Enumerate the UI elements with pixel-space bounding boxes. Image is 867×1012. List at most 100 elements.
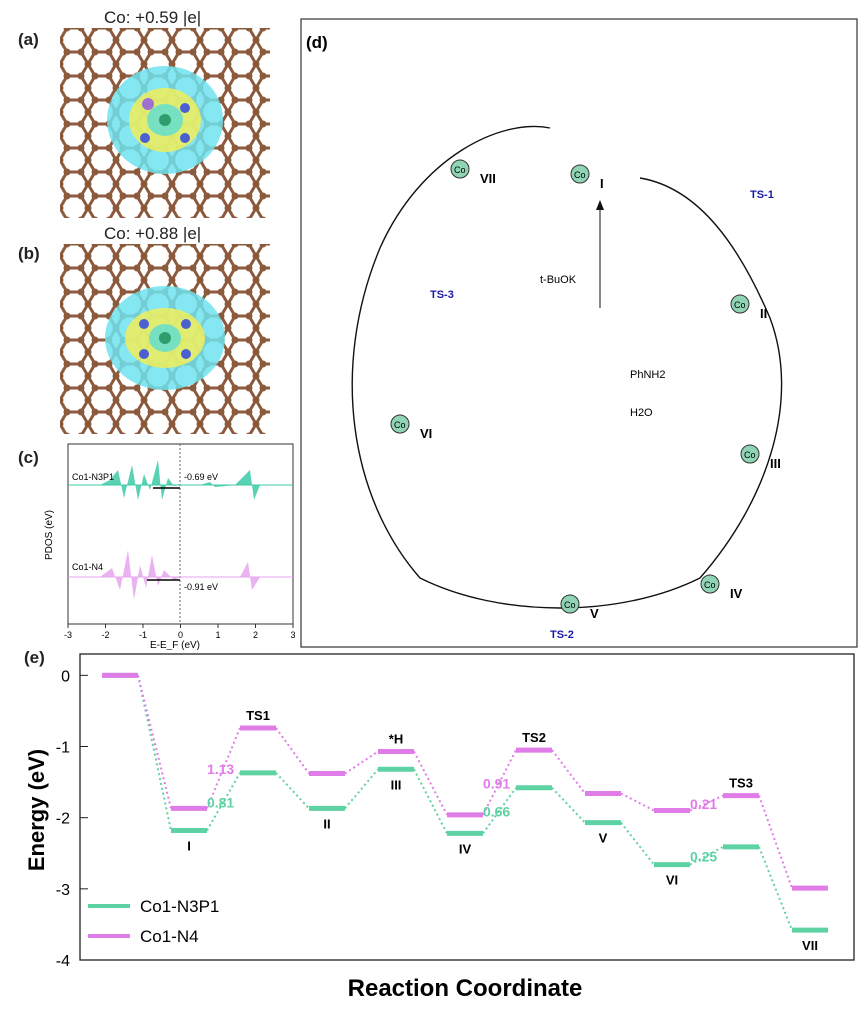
energy-ytick-label: -1 <box>56 740 70 757</box>
cycle-species: Co I Co II Co III Co IV Co V Co VI Co VII TS-1 TS-2 TS-3 <box>390 159 781 641</box>
energy-state-label: *H <box>389 731 403 746</box>
co-label: Co <box>394 420 406 430</box>
energy-connector <box>344 768 379 810</box>
energy-state-label: III <box>391 777 402 792</box>
energy-ytick-label: -4 <box>56 953 70 970</box>
panel-d-label: (d) <box>306 33 328 52</box>
energy-state-label: I <box>187 838 191 853</box>
panel-b-label: (b) <box>18 244 40 263</box>
energy-state-label: V <box>599 831 608 846</box>
energy-connector <box>275 727 310 775</box>
pdos-annotation-n3p1: -0.69 eV <box>184 472 218 482</box>
pdos-xtick-label: -2 <box>101 630 109 640</box>
co-center-icon <box>730 294 750 314</box>
co-label: Co <box>454 165 466 175</box>
reagent-phnh2: PhNH2 <box>630 369 665 381</box>
species-label: II <box>760 306 767 321</box>
co-label: Co <box>574 170 586 180</box>
pdos-ylabel: PDOS (eV) <box>44 510 55 560</box>
pdos-xtick-label: -1 <box>139 630 147 640</box>
energy-state-label: VI <box>666 873 678 888</box>
co-center-icon <box>560 594 580 614</box>
barrier-label: 0.25 <box>690 849 717 865</box>
energy-xlabel: Reaction Coordinate <box>348 975 583 1002</box>
pdos-n4-curve <box>68 550 293 600</box>
energy-connector <box>413 768 448 834</box>
panel-c-pdos-plot: Co1-N3P1 Co1-N4 -0.69 eV -0.91 eV PDOS (… <box>44 443 296 650</box>
ts-label: TS-2 <box>550 629 574 641</box>
energy-ylabel: Energy (eV) <box>24 749 49 871</box>
co-label: Co <box>734 300 746 310</box>
energy-ytick-label: 0 <box>61 668 70 685</box>
reagent-tbuok: t-BuOK <box>540 274 577 286</box>
energy-connector <box>482 787 517 834</box>
energy-state-label: TS1 <box>246 708 270 723</box>
energy-connector <box>344 750 379 775</box>
energy-connector <box>620 822 655 866</box>
pdos-xtick-label: 2 <box>253 630 258 640</box>
panel-b-charge: Co: +0.88 |e| <box>104 224 202 243</box>
energy-connector <box>758 795 793 889</box>
co-center-icon <box>450 159 470 179</box>
energy-ytick-label: -3 <box>56 882 70 899</box>
energy-connector <box>620 792 655 812</box>
panel-b-charge-density-image <box>60 244 270 434</box>
co-center-icon <box>700 574 720 594</box>
energy-connector <box>206 772 241 831</box>
species-label: I <box>600 176 604 191</box>
species-label: V <box>590 606 599 621</box>
species-label: VII <box>480 171 496 186</box>
species-label: IV <box>730 586 743 601</box>
panel-d-catalytic-cycle: (d) Co I Co II Co III Co IV Co V Co VI Co VII TS-1 TS-2… <box>300 18 858 648</box>
species-label: III <box>770 456 781 471</box>
energy-connector <box>551 787 586 824</box>
pdos-xtick-label: 0 <box>178 630 183 640</box>
barrier-label: 1.13 <box>207 761 234 777</box>
energy-ytick-label: -2 <box>56 811 70 828</box>
panel-e-label: (e) <box>24 648 45 667</box>
energy-state-label: TS3 <box>729 776 753 791</box>
energy-connector <box>482 749 517 816</box>
energy-lines <box>102 672 828 933</box>
pdos-annotation-n4: -0.91 eV <box>184 582 218 592</box>
pdos-xtick-label: 1 <box>215 630 220 640</box>
panel-a-label: (a) <box>18 30 39 49</box>
pdos-xlabel: E-E_F (eV) <box>150 640 200 650</box>
legend-label-n3p1: Co1-N3P1 <box>140 897 219 916</box>
co-label: Co <box>744 450 756 460</box>
pdos-n3p1-curve <box>68 460 293 500</box>
barrier-label: 0.91 <box>483 775 510 791</box>
energy-axis: 0 -1 -2 -3 -4 <box>56 668 88 970</box>
pdos-xtick-label: -3 <box>64 630 72 640</box>
energy-plot-frame <box>79 653 855 961</box>
energy-state-label: TS2 <box>522 730 546 745</box>
pdos-series-label-n3p1: Co1-N3P1 <box>72 472 114 482</box>
energy-legend: Co1-N3P1 Co1-N4 <box>88 897 219 946</box>
energy-state-label: IV <box>459 841 472 856</box>
energy-labels: I TS1 II *H III IV TS2 V VI TS3 VII 1.13 0.81 0.91 0.6… <box>187 708 818 953</box>
barrier-label: 0.66 <box>483 804 510 820</box>
energy-connector <box>551 749 586 795</box>
cycle-arrow <box>351 125 783 609</box>
ts-label: TS-1 <box>750 189 774 201</box>
pdos-xticks: -3 -2 -1 0 1 2 3 <box>64 624 296 640</box>
species-label: VI <box>420 426 432 441</box>
reagent-h2o: H2O <box>630 407 653 419</box>
energy-connector <box>689 845 724 866</box>
pdos-series-label-n4: Co1-N4 <box>72 562 103 572</box>
panel-a-charge: Co: +0.59 |e| <box>104 8 202 27</box>
energy-state-label: II <box>323 816 330 831</box>
energy-connector <box>413 751 448 816</box>
barrier-label: 0.81 <box>207 795 234 811</box>
panel-c-label: (c) <box>18 448 39 467</box>
co-label: Co <box>564 600 576 610</box>
energy-connector <box>275 772 310 810</box>
panel-e-energy-profile: 0 -1 -2 -3 -4 I TS1 II *H III IV TS2 V VI TS3 VII 1.13 0… <box>24 653 855 1002</box>
ts-label: TS-3 <box>430 289 454 301</box>
legend-label-n4: Co1-N4 <box>140 927 199 946</box>
barrier-label: 0.21 <box>690 796 717 812</box>
co-center-icon <box>570 164 590 184</box>
energy-state-label: VII <box>802 938 818 953</box>
co-center-icon <box>740 444 760 464</box>
pdos-xtick-label: 3 <box>290 630 295 640</box>
